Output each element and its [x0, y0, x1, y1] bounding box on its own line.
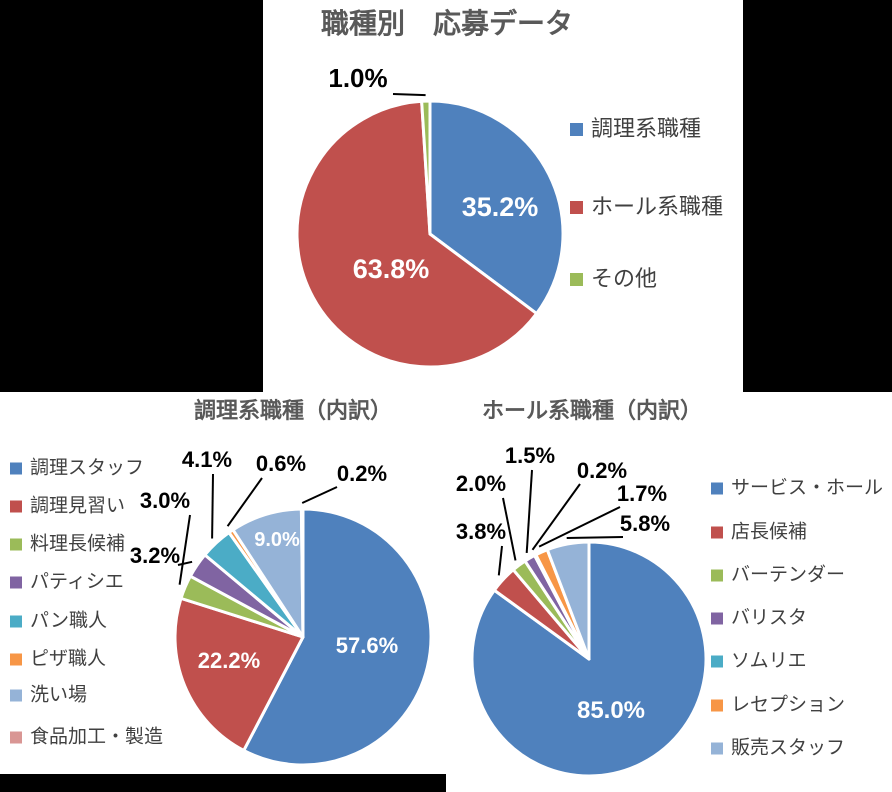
data-label-販売スタッフ: 5.8% [620, 511, 670, 536]
data-label-バーテンダー: 2.0% [456, 471, 506, 496]
data-label-パティシエ: 3.2% [130, 543, 180, 568]
data-label-ソムリエ: 0.2% [577, 458, 627, 483]
data-label-店長候補: 3.8% [456, 519, 506, 544]
leader-line-バリスタ [525, 469, 533, 553]
pie-chart-hall-breakdown: 85.0% 3.8% 2.0% 1.5% 0.2%1.7% 5.8% [456, 443, 708, 778]
black-mask-top-left [0, 0, 263, 392]
data-label-サービス・ホール: 85.0% [577, 697, 645, 724]
data-label-レセプション: 1.7% [617, 481, 667, 506]
pie-slice-調理スタッフ [242, 507, 433, 767]
data-label-バリスタ: 1.5% [505, 443, 555, 468]
leader-line-ピザ職人 [226, 477, 263, 527]
data-label-調理見習い: 22.2% [198, 648, 260, 673]
leader-line-その他 [392, 93, 426, 97]
pie-slice-その他 [420, 99, 432, 236]
data-label-食品加工・製造: 0.2% [337, 461, 387, 486]
data-label-その他: 1.0% [328, 63, 387, 93]
data-label-調理系職種: 35.2% [462, 192, 539, 222]
pie-chart-overall: 35.2% 63.8% 1.0% [295, 63, 565, 369]
data-label-洗い場: 9.0% [254, 529, 300, 551]
pie-slice-調理見習い [173, 596, 305, 752]
black-mask-top-right [743, 0, 892, 392]
pie-slice-販売スタッフ [545, 540, 591, 661]
leader-line-バーテンダー [502, 497, 517, 561]
leader-line-ソムリエ [531, 483, 581, 551]
leader-line-販売スタッフ [566, 536, 624, 539]
data-label-調理スタッフ: 57.6% [336, 633, 398, 658]
data-label-パン職人: 4.1% [182, 447, 232, 472]
pie-slice-食品加工・製造 [299, 507, 305, 639]
data-label-料理長候補: 3.0% [140, 488, 190, 513]
leader-line-食品加工・製造 [301, 486, 338, 504]
chart-title-hall-breakdown: ホール系職種（内訳） [481, 398, 703, 423]
black-mask-bottom [0, 774, 446, 792]
chart-title-cooking-breakdown: 調理系職種（内訳） [193, 398, 393, 423]
leader-line-店長候補 [497, 545, 503, 576]
pie-slice-調理系職種 [428, 99, 565, 316]
chart-title-overall: 職種別 応募データ [320, 8, 574, 39]
leader-line-レセプション [538, 506, 621, 548]
data-label-ホール系職種: 63.8% [353, 254, 430, 284]
leader-line-パン職人 [211, 473, 214, 539]
leader-line-料理長候補 [178, 514, 191, 585]
pie-chart-cooking-breakdown: 57.6% 22.2% 3.0% 3.2% 4.1% 0.6% 9.0% 0.2% [130, 447, 433, 767]
leader-line-パティシエ [177, 560, 193, 566]
pie-slice-ホール系職種 [295, 99, 539, 369]
data-label-ピザ職人: 0.6% [256, 451, 306, 476]
